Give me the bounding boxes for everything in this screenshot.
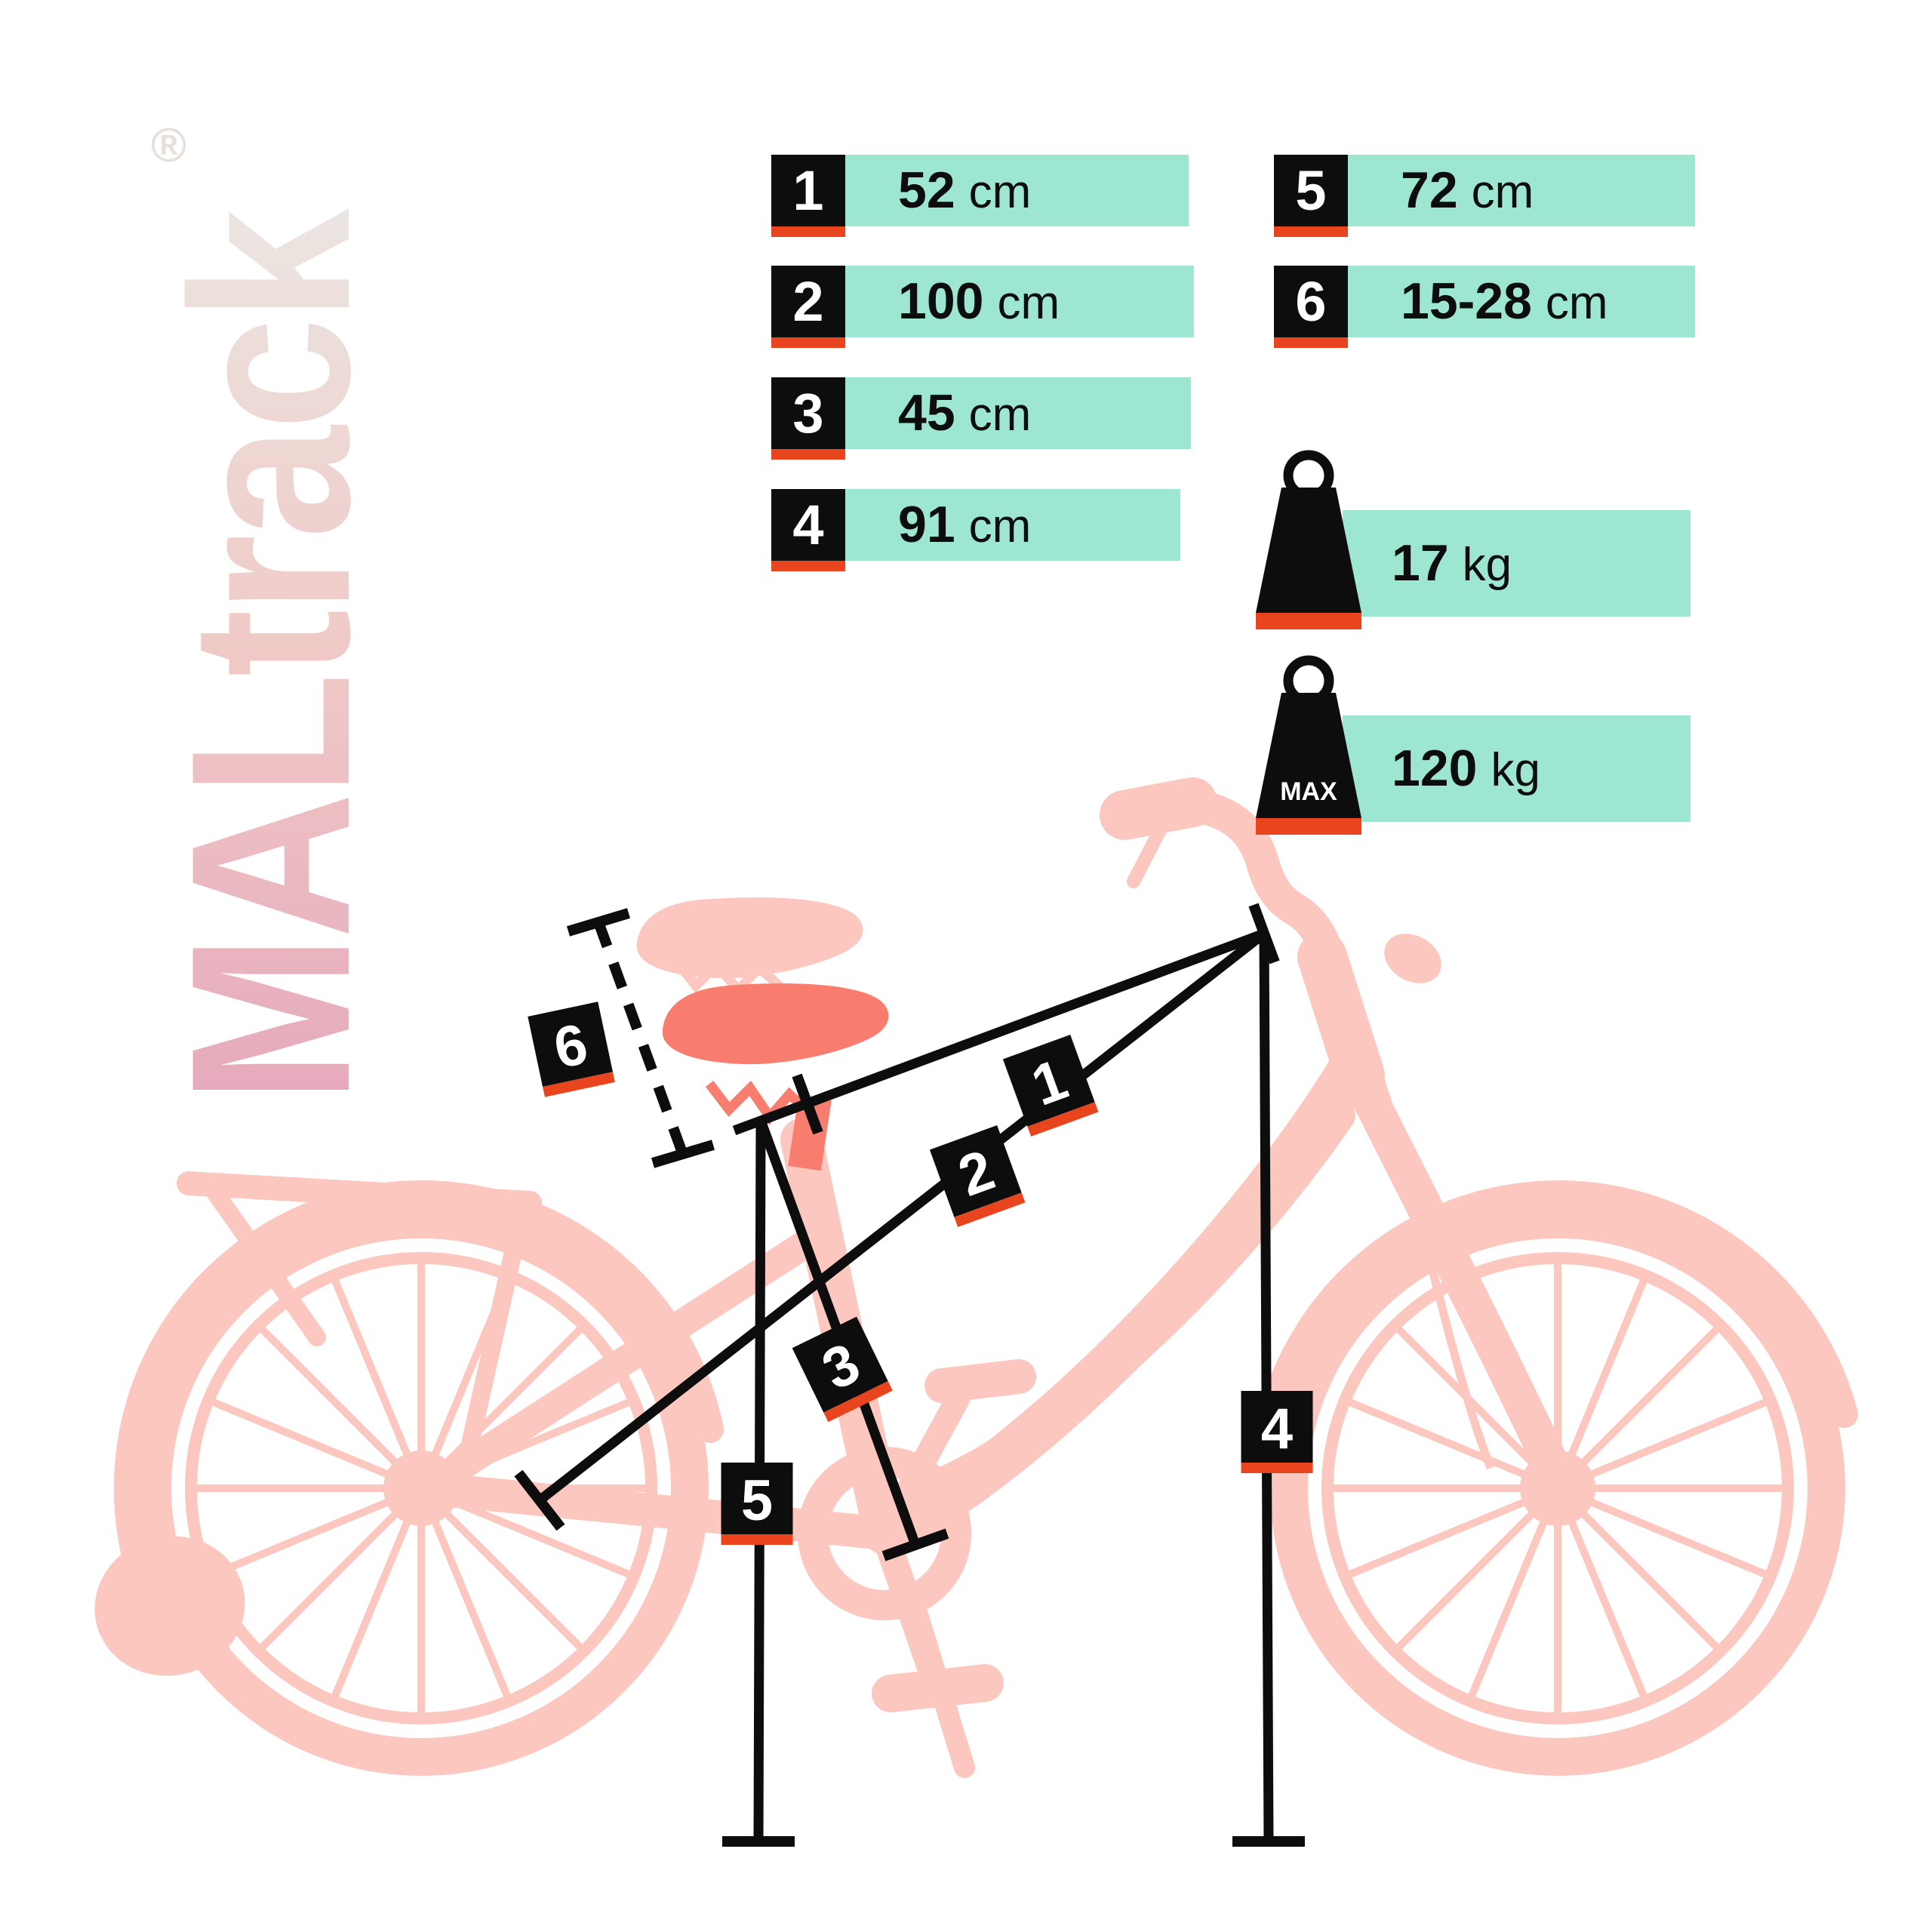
diagram-markers: 1 2 3 4 5 <box>528 1001 1313 1545</box>
saddle-highlight <box>662 983 889 1171</box>
spec-unit: cm <box>968 166 1032 218</box>
badge-accent-strip <box>771 561 845 571</box>
diagram-marker-4: 4 <box>1241 1391 1313 1473</box>
kickstand <box>903 1589 975 1778</box>
weight-value: 17 <box>1392 534 1449 592</box>
rack-strut <box>453 1192 534 1490</box>
line-6-end-bar <box>651 1140 715 1168</box>
brand-logo: MALtrack ® <box>143 118 397 1103</box>
rear-bag <box>94 1536 245 1676</box>
spec-unit: cm <box>1471 166 1534 218</box>
badge-accent-strip <box>771 226 845 237</box>
spec-value: 91 <box>898 496 955 553</box>
measurement-line-2 <box>536 929 1268 1505</box>
spec-value: 15-28 <box>1401 272 1532 330</box>
crank-arm <box>872 1386 971 1546</box>
line-3-end-bar <box>881 1528 949 1561</box>
spec-unit: cm <box>997 277 1060 329</box>
saddle <box>662 983 889 1065</box>
weight-value-bar <box>1343 715 1690 822</box>
saddle-springs <box>705 1080 813 1125</box>
spec-number-badge: 4 <box>771 489 845 561</box>
spec-value: 52 <box>898 162 955 219</box>
badge-accent-strip <box>1274 337 1348 348</box>
spec-value: 45 <box>898 384 955 441</box>
bike-weight-row: 17 kg <box>1254 450 1690 631</box>
spec-number-badge: 2 <box>771 266 845 337</box>
line-1-tick <box>792 1073 823 1135</box>
spec-value-bar: 91 cm <box>845 489 1180 561</box>
diagram-marker-3: 3 <box>792 1316 893 1423</box>
lower-tube <box>867 1100 1355 1521</box>
weight-value: 120 <box>1392 740 1478 797</box>
spec-value-bar: 15-28 cm <box>1348 266 1695 337</box>
spec-number-badge: 1 <box>771 155 845 226</box>
ghost-saddle-springs <box>671 956 784 998</box>
brake-cable <box>1309 926 1495 1469</box>
spec-unit: cm <box>968 389 1032 441</box>
diagram-marker-1: 1 <box>1002 1035 1099 1137</box>
pedal <box>924 1359 1036 1403</box>
spec-value: 100 <box>898 272 984 330</box>
bike-silhouette <box>94 777 1858 1778</box>
weight-value-bar <box>1343 510 1690 617</box>
badge-accent-strip <box>771 337 845 348</box>
fork <box>1342 1061 1574 1494</box>
spec-unit: cm <box>1545 277 1608 329</box>
rack-platform <box>177 1171 542 1215</box>
brake-lever <box>1127 822 1168 888</box>
measurement-lines <box>514 903 1305 1847</box>
weight-text: 120 kg <box>1392 715 1540 822</box>
diagram-marker-5: 5 <box>721 1463 793 1545</box>
badge-accent-strip <box>1274 226 1348 237</box>
logo-text: MALtrack <box>143 208 397 1103</box>
weight-max-icon: MAX <box>1256 655 1361 835</box>
raised-saddle-ghost <box>636 897 863 979</box>
rack-strut <box>206 1183 326 1346</box>
svg-text:5: 5 <box>741 1469 773 1533</box>
diagram-marker-6: 6 <box>528 1001 615 1097</box>
spec-number-badge: 5 <box>1274 155 1348 226</box>
registered-trademark-icon: ® <box>151 118 186 172</box>
max-badge-label: MAX <box>1280 777 1337 806</box>
measurement-line-4 <box>1259 933 1274 1842</box>
front-fender <box>1259 1180 1858 1428</box>
weight-unit: kg <box>1462 539 1512 591</box>
spec-value-bar: 100 cm <box>845 266 1194 337</box>
badge-accent-strip <box>771 449 845 460</box>
svg-text:4: 4 <box>1261 1397 1293 1461</box>
max-load-row: MAX 120 kg <box>1254 655 1690 836</box>
spec-unit: cm <box>968 500 1032 552</box>
bell <box>1384 934 1441 983</box>
spec-value-bar: 52 cm <box>845 155 1189 226</box>
spec-number-badge: 3 <box>771 377 845 449</box>
measurement-line-1 <box>732 928 1266 1136</box>
spec-value: 72 <box>1401 162 1458 219</box>
weight-text: 17 kg <box>1392 510 1512 617</box>
line-2-end-bar <box>514 1469 565 1531</box>
weight-unit: kg <box>1491 744 1540 796</box>
seat-stay <box>413 1223 829 1503</box>
handlebar-grip <box>1100 777 1217 840</box>
diagram-marker-2: 2 <box>929 1125 1026 1227</box>
spec-value-bar: 45 cm <box>845 377 1191 449</box>
line-6-end-bar <box>566 908 631 937</box>
spec-number-badge: 6 <box>1274 266 1348 337</box>
spec-value-bar: 72 cm <box>1348 155 1695 226</box>
weight-icon <box>1256 450 1361 629</box>
